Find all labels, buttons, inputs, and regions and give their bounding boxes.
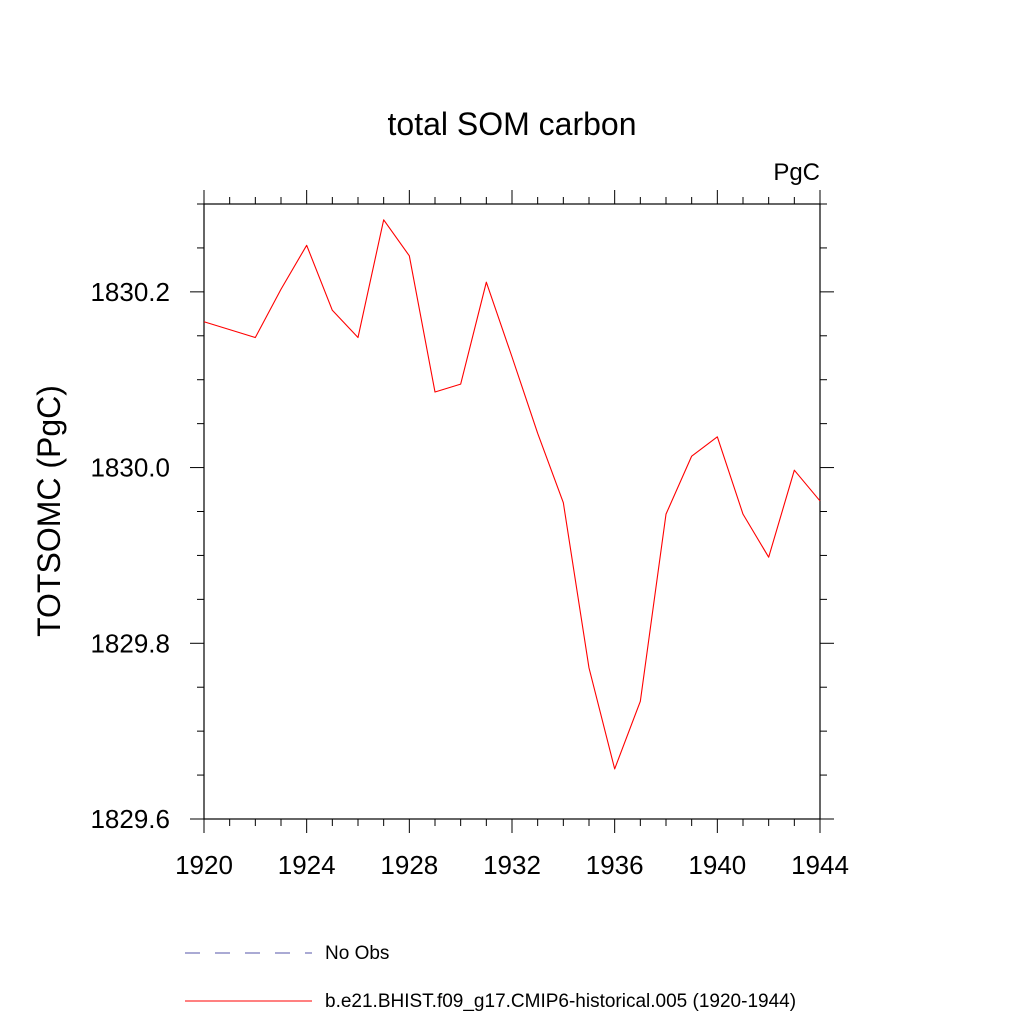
- plot-frame: [203, 203, 821, 820]
- y-tick-label: 1830.2: [90, 277, 170, 307]
- y-tick-label: 1829.8: [90, 628, 170, 658]
- x-tick-label: 1940: [688, 850, 746, 880]
- legend: No Obs b.e21.BHIST.f09_g17.CMIP6-histori…: [185, 943, 796, 1012]
- chart-title: total SOM carbon: [388, 106, 637, 142]
- x-tick-label: 1928: [380, 850, 438, 880]
- units-label: PgC: [773, 159, 820, 186]
- series-layer: [203, 219, 821, 770]
- x-tick-label: 1932: [483, 850, 541, 880]
- y-axis-label: TOTSOMC (PgC): [31, 385, 67, 637]
- x-tick-label: 1920: [175, 850, 233, 880]
- legend-label-no-obs: No Obs: [325, 943, 389, 964]
- y-tick-label: 1830.0: [90, 453, 170, 483]
- x-tick-label: 1924: [278, 850, 336, 880]
- x-tick-label: 1936: [586, 850, 644, 880]
- y-tick-label: 1829.6: [90, 804, 170, 834]
- axis-ticks: 1920 1924 1928 1932 1936 1940 1944 1829.6 1829.8…: [90, 190, 849, 880]
- series-line-0: [203, 219, 821, 770]
- x-tick-label: 1944: [791, 850, 849, 880]
- legend-label-historical: b.e21.BHIST.f09_g17.CMIP6-historical.005…: [325, 991, 796, 1012]
